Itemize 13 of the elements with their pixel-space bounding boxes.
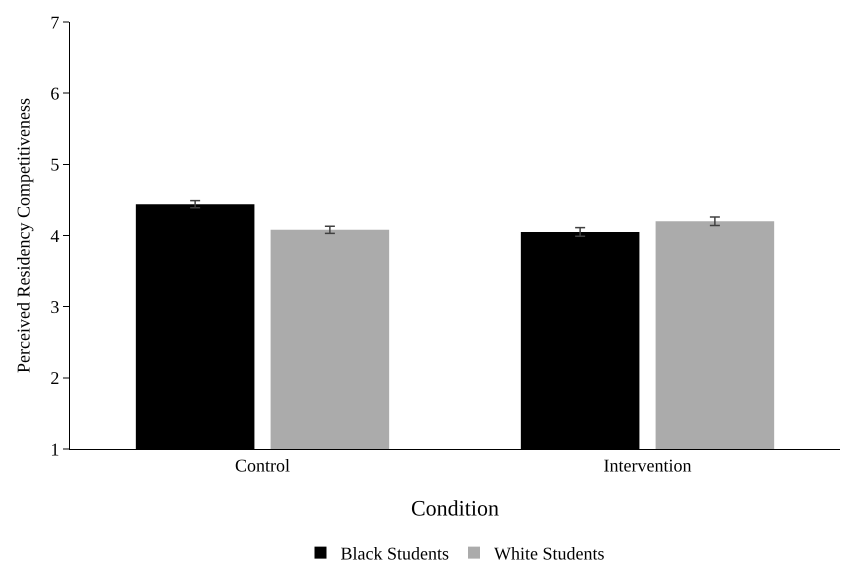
y-tick-label: 3 [50,296,60,317]
legend-label: White Students [494,544,604,564]
y-axis-title: Perceived Residency Competitiveness [14,98,34,373]
y-tick-label: 7 [50,12,60,32]
y-tick-label: 5 [50,154,60,175]
y-tick-label: 2 [50,368,60,388]
y-tick-label: 6 [50,83,60,104]
legend-label: Black Students [340,544,449,564]
x-axis-title: Condition [410,496,500,520]
x-tick-label: Intervention [604,456,692,476]
x-tick-label: Control [234,456,290,476]
y-tick-label: 1 [50,439,60,460]
y-tick-label: 4 [50,226,60,246]
